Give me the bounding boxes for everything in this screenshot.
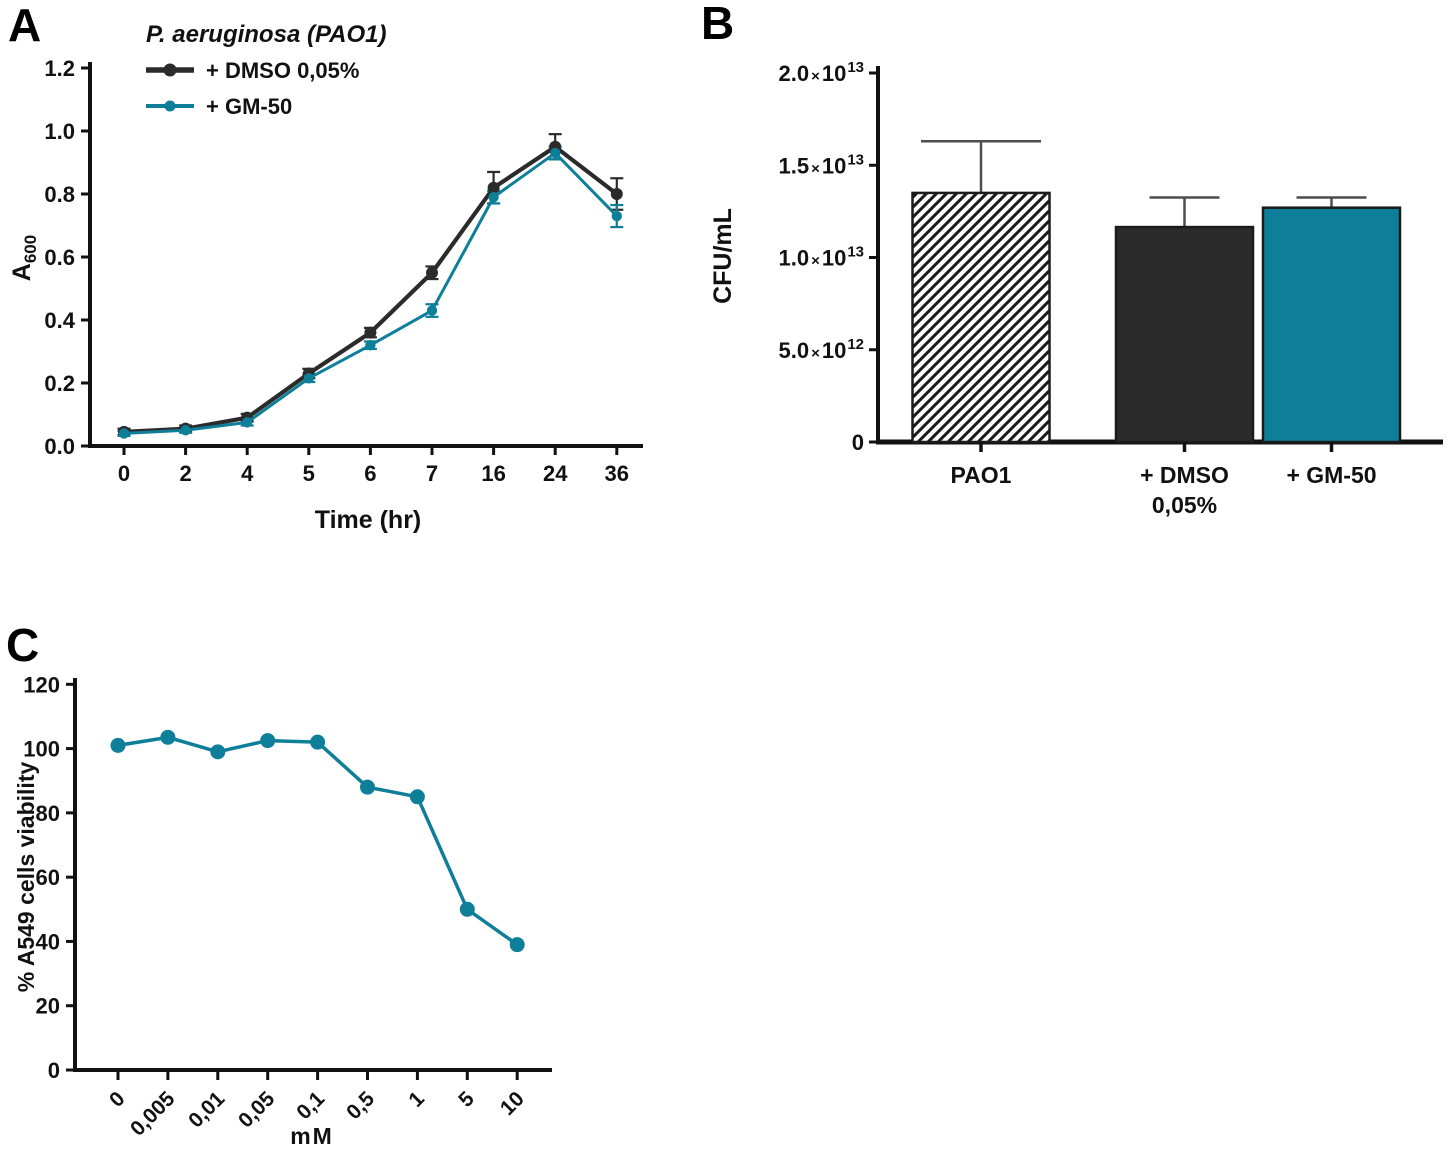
panel-c-letter: C xyxy=(6,619,40,671)
x-tick-label: 16 xyxy=(481,461,505,486)
data-point-marker xyxy=(160,729,176,745)
data-point-marker xyxy=(118,428,130,439)
x-category-label: PAO1 xyxy=(951,462,1012,488)
data-point-marker xyxy=(611,210,622,222)
y-axis-title: % A549 cells viability xyxy=(13,762,39,993)
y-tick-label: 2.0 ×1013 xyxy=(778,59,864,86)
y-tick-label: 80 xyxy=(36,801,60,826)
x-tick-label: 0,005 xyxy=(126,1087,180,1141)
x-tick-label: 10 xyxy=(496,1087,529,1120)
y-tick-label: 0.6 xyxy=(44,245,75,270)
series-line-gm50 xyxy=(123,151,618,435)
legend-marker-dot xyxy=(163,63,177,77)
y-tick-label: 0.8 xyxy=(44,182,75,207)
y-tick-label: 40 xyxy=(36,929,60,954)
x-category-label: + DMSO xyxy=(1140,462,1229,488)
x-tick-label: 1 xyxy=(404,1087,429,1112)
data-point-marker xyxy=(426,305,438,316)
bar-gm50 xyxy=(1261,206,1402,444)
x-tick-label: 0,05 xyxy=(234,1087,279,1132)
x-tick-label: 2 xyxy=(179,461,191,486)
y-axis-title: A600 xyxy=(8,235,40,281)
x-tick-label: 24 xyxy=(543,461,568,486)
data-point-marker xyxy=(365,340,376,351)
bar-pao1 xyxy=(911,191,1051,444)
legend-label: + GM-50 xyxy=(206,94,292,119)
y-tick-label: 1.0 xyxy=(44,119,75,144)
x-axis-title: mM xyxy=(290,1123,334,1149)
legend-marker-dot xyxy=(164,100,176,112)
y-tick-label: 60 xyxy=(36,865,60,890)
x-tick-label: 7 xyxy=(426,461,438,486)
y-tick-label: 0 xyxy=(852,430,864,455)
bar-dmso xyxy=(1114,225,1255,444)
data-point-marker xyxy=(488,191,499,203)
x-category-label: 0,05% xyxy=(1152,492,1217,518)
data-point-marker xyxy=(360,779,375,795)
y-tick-label: 0.0 xyxy=(44,434,75,459)
x-tick-label: 0,1 xyxy=(292,1087,329,1124)
data-point-marker xyxy=(409,789,425,805)
x-tick-label: 0,01 xyxy=(184,1087,229,1132)
x-tick-label: 0 xyxy=(105,1087,130,1112)
y-tick-label: 20 xyxy=(36,994,60,1019)
y-axis-title: CFU/mL xyxy=(709,208,737,304)
x-tick-label: 36 xyxy=(605,461,629,486)
data-point-marker xyxy=(210,744,226,760)
y-tick-label: 0.4 xyxy=(44,308,75,333)
chart-title: P. aeruginosa (PAO1) xyxy=(146,21,387,48)
y-tick-label: 1.2 xyxy=(44,56,75,81)
data-point-marker xyxy=(310,734,326,750)
x-tick-label: 6 xyxy=(364,461,376,486)
y-tick-label: 5.0 ×1012 xyxy=(778,336,864,363)
data-point-marker xyxy=(509,937,525,953)
data-point-marker xyxy=(364,326,377,339)
y-tick-label: 1.5 ×1013 xyxy=(778,151,864,178)
panel-b-letter: B xyxy=(701,0,735,49)
x-category-label: + GM-50 xyxy=(1286,462,1376,488)
panel-a-growth-curve-chart: 0.00.20.40.60.81.01.20 2 4 5 6 7 16 24 36P. aeru… xyxy=(8,21,643,534)
x-tick-label: 0,5 xyxy=(342,1087,379,1124)
panel-a-letter: A xyxy=(8,0,42,51)
y-tick-label: 120 xyxy=(23,672,60,697)
data-point-marker xyxy=(459,901,475,917)
y-tick-label: 0.2 xyxy=(44,371,75,396)
x-tick-label: 5 xyxy=(454,1087,479,1112)
data-point-marker xyxy=(110,737,126,753)
series-line-gm50 xyxy=(117,735,519,947)
data-point-marker xyxy=(550,147,561,159)
series-line-dmso xyxy=(123,144,619,434)
data-point-marker xyxy=(242,417,253,428)
x-tick-label: 4 xyxy=(241,461,254,486)
x-tick-label: 0 xyxy=(118,461,130,486)
y-tick-label: 0 xyxy=(48,1058,60,1083)
data-point-marker xyxy=(610,188,623,200)
y-tick-label: 1.0 ×1013 xyxy=(778,244,864,271)
legend-label: + DMSO 0,05% xyxy=(206,58,359,83)
data-point-marker xyxy=(426,266,438,279)
data-point-marker xyxy=(180,425,191,436)
panel-b-cfu-bar-chart: 0 5.0 ×1012 1.0 ×1013 1.5 ×1013 2.0 ×1013 PAO1 + D… xyxy=(709,59,1443,518)
x-axis-title: Time (hr) xyxy=(315,506,422,534)
y-tick-label: 100 xyxy=(23,737,60,762)
data-point-marker xyxy=(260,733,276,749)
data-point-marker xyxy=(303,373,314,384)
x-tick-label: 5 xyxy=(303,461,315,486)
data-point-marker xyxy=(487,181,500,194)
